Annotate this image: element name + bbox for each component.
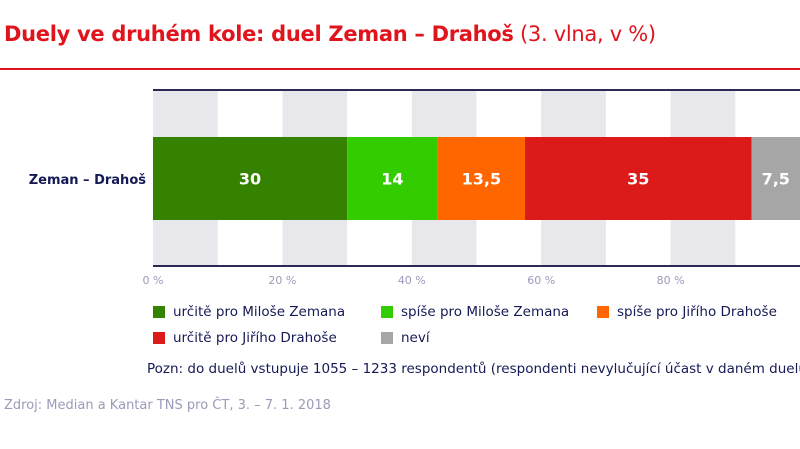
legend-item: určitě pro Jiřího Drahoše bbox=[153, 330, 337, 346]
note: Pozn: do duelů vstupuje 1055 – 1233 resp… bbox=[147, 361, 800, 377]
chart: 0 % 20 % 40 % 60 % 80 % Zeman – Drahoš 30 14 13,… bbox=[29, 89, 800, 287]
title-rule bbox=[0, 68, 800, 70]
title-subtitle: (3. vlna, v %) bbox=[520, 22, 656, 46]
legend-swatch bbox=[381, 306, 393, 318]
x-tick-label: 60 % bbox=[527, 274, 555, 287]
legend-item: spíše pro Miloše Zemana bbox=[381, 304, 569, 320]
data-label: 30 bbox=[239, 170, 261, 189]
legend-label: určitě pro Miloše Zemana bbox=[173, 304, 346, 320]
x-tick-label: 80 % bbox=[657, 274, 685, 287]
legend-swatch bbox=[597, 306, 609, 318]
data-label: 7,5 bbox=[762, 170, 790, 189]
title-main: Duely ve druhém kole: duel Zeman – Draho… bbox=[4, 22, 514, 46]
legend-label: spíše pro Miloše Zemana bbox=[401, 304, 570, 320]
category-label: Zeman – Drahoš bbox=[29, 173, 147, 188]
legend-label: spíše pro Jiřího Drahoše bbox=[617, 304, 777, 320]
legend-label: neví bbox=[401, 330, 430, 346]
bar-segment bbox=[347, 137, 438, 220]
legend-item: určitě pro Miloše Zemana bbox=[153, 304, 345, 320]
bar-segment bbox=[153, 137, 348, 220]
x-tick-label: 20 % bbox=[268, 274, 296, 287]
bar-segment bbox=[525, 137, 752, 220]
data-label: 13,5 bbox=[462, 170, 501, 189]
source: Zdroj: Median a Kantar TNS pro ČT, 3. – … bbox=[4, 398, 331, 413]
x-tick-label: 40 % bbox=[398, 274, 426, 287]
bar-segment bbox=[751, 137, 800, 220]
legend-item: spíše pro Jiřího Drahoše bbox=[597, 304, 777, 320]
x-tick-label: 0 % bbox=[143, 274, 164, 287]
legend-item: neví bbox=[381, 330, 430, 346]
legend-swatch bbox=[381, 332, 393, 344]
data-label: 14 bbox=[381, 170, 403, 189]
legend-swatch bbox=[153, 306, 165, 318]
chart-title: Duely ve druhém kole: duel Zeman – Draho… bbox=[4, 22, 656, 46]
bar-segment bbox=[437, 137, 526, 220]
legend-label: určitě pro Jiřího Drahoše bbox=[173, 330, 337, 346]
data-label: 35 bbox=[627, 170, 649, 189]
legend-swatch bbox=[153, 332, 165, 344]
